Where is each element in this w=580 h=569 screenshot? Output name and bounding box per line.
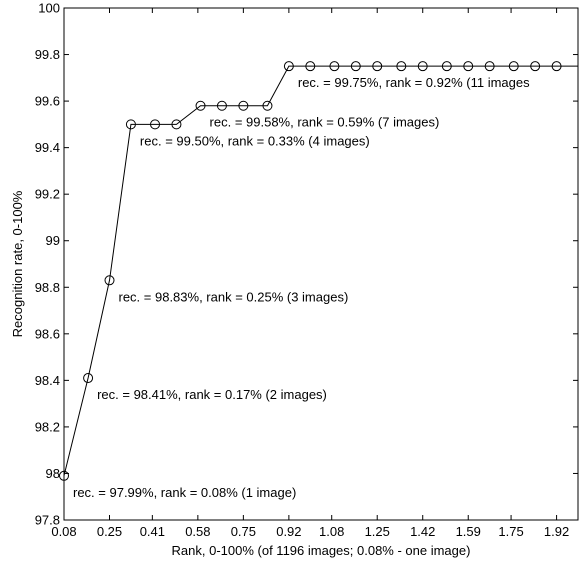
y-tick-label: 98.6 — [35, 326, 60, 341]
data-point-marker — [59, 470, 69, 481]
x-tick-label: 0.41 — [140, 524, 165, 539]
x-tick-label: 0.58 — [185, 524, 210, 539]
data-point-marker — [171, 119, 182, 130]
y-tick-label: 98.2 — [35, 419, 60, 434]
y-tick-label: 99.8 — [35, 47, 60, 62]
data-point-marker — [283, 61, 294, 72]
data-point-marker — [530, 61, 541, 72]
data-point-marker — [238, 100, 249, 111]
data-point-marker — [150, 119, 161, 130]
data-point-marker — [551, 61, 562, 72]
data-point-marker — [195, 100, 206, 111]
x-axis-title: Rank, 0-100% (of 1196 images; 0.08% - on… — [172, 543, 471, 558]
data-annotation: rec. = 98.41%, rank = 0.17% (2 images) — [97, 387, 327, 402]
data-point-marker — [305, 61, 316, 72]
y-tick-label: 98.4 — [35, 373, 60, 388]
data-point-marker — [125, 119, 136, 130]
x-tick-label: 0.75 — [231, 524, 256, 539]
y-ticks: 97.8 98 98.2 98.4 98.6 98.8 99 99.2 99.4 99.6 99.8… — [35, 1, 578, 528]
y-tick-label: 99.6 — [35, 94, 60, 109]
annotations-layer: rec. = 97.99%, rank = 0.08% (1 image) rec… — [73, 75, 530, 500]
data-annotation: rec. = 97.99%, rank = 0.08% (1 image) — [73, 485, 296, 500]
data-point-marker — [396, 61, 407, 72]
data-annotation: rec. = 99.50%, rank = 0.33% (4 images) — [140, 133, 370, 148]
x-tick-label: 0.08 — [51, 524, 76, 539]
y-axis-title: Recognition rate, 0-100% — [10, 190, 25, 337]
data-annotation: rec. = 99.75%, rank = 0.92% (11 images — [298, 75, 530, 90]
y-tick-label: 98.8 — [35, 280, 60, 295]
x-tick-label: 1.75 — [498, 524, 523, 539]
y-tick-label: 98 — [46, 466, 60, 481]
y-tick-label: 99 — [46, 233, 60, 248]
x-tick-label: 1.25 — [365, 524, 390, 539]
data-point-marker — [417, 61, 428, 72]
y-tick-label: 99.2 — [35, 187, 60, 202]
data-point-marker — [463, 61, 474, 72]
data-point-marker — [329, 61, 340, 72]
data-point-marker — [441, 61, 452, 72]
x-tick-label: 0.25 — [97, 524, 122, 539]
x-tick-label: 1.08 — [319, 524, 344, 539]
data-point-marker — [372, 61, 383, 72]
series-layer — [59, 61, 578, 481]
data-point-marker — [508, 61, 519, 72]
x-tick-label: 1.92 — [544, 524, 569, 539]
data-point-marker — [484, 61, 495, 72]
data-point-marker — [83, 373, 94, 384]
data-annotation: rec. = 99.58%, rank = 0.59% (7 images) — [210, 115, 440, 130]
x-tick-label: 1.59 — [456, 524, 481, 539]
data-point-marker — [350, 61, 361, 72]
data-point-marker — [216, 100, 227, 111]
y-tick-label: 99.4 — [35, 140, 60, 155]
data-point-marker — [104, 275, 115, 286]
data-annotation: rec. = 98.83%, rank = 0.25% (3 images) — [119, 289, 349, 304]
x-tick-label: 1.42 — [410, 524, 435, 539]
plot-area — [63, 7, 579, 521]
data-point-marker — [262, 100, 273, 111]
y-tick-label: 97.8 — [35, 513, 60, 528]
x-tick-label: 0.92 — [276, 524, 301, 539]
y-tick-label: 100 — [38, 1, 60, 16]
x-ticks: 0.08 0.25 0.41 0.58 0.75 0.92 1.08 1.25 1.42 1.59… — [51, 8, 569, 539]
